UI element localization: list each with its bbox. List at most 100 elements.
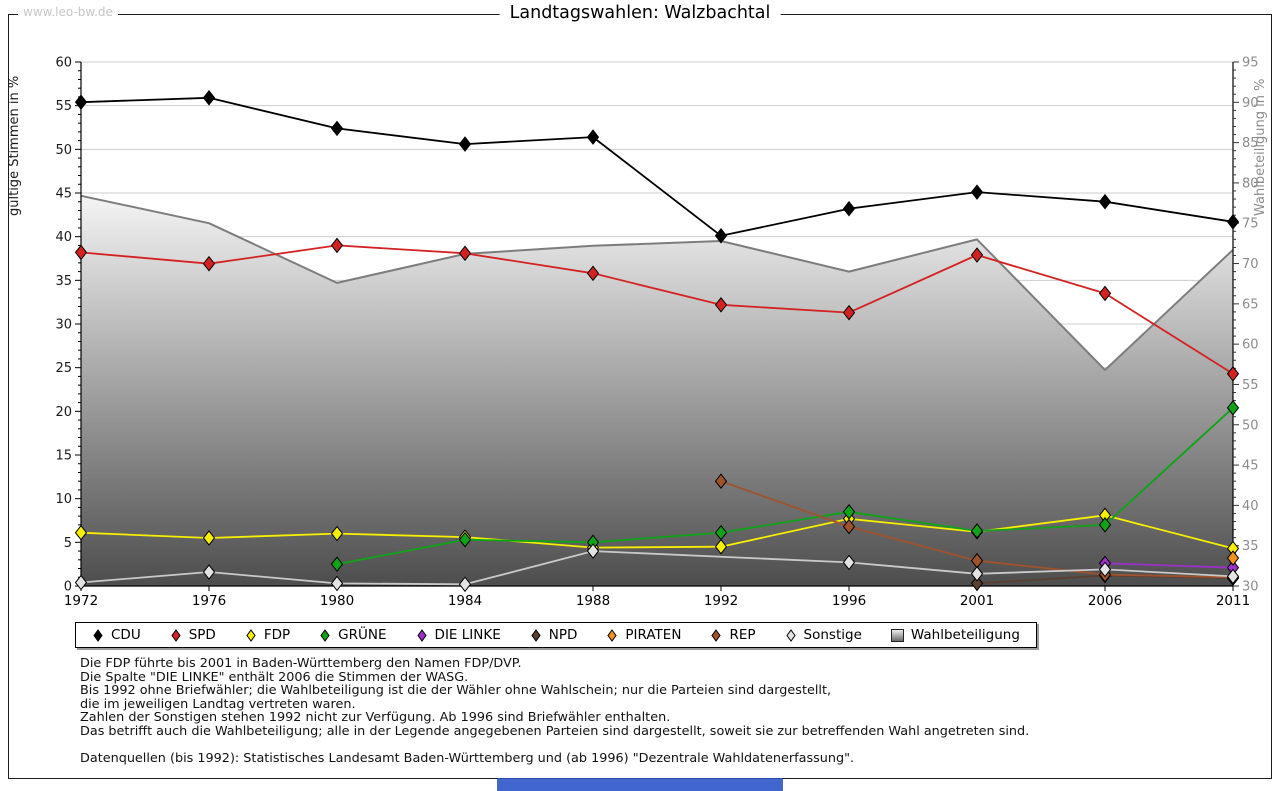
legend-label: CDU [111, 627, 141, 643]
point-SPD-2011 [1226, 365, 1240, 382]
footnote-line: Datenquellen (bis 1992): Statistisches L… [80, 750, 855, 766]
svg-text:30: 30 [55, 318, 72, 333]
point-SPD-1992 [714, 296, 728, 313]
svg-text:45: 45 [1242, 459, 1259, 474]
svg-text:85: 85 [1242, 136, 1259, 151]
footnote-line: Zahlen der Sonstigen stehen 1992 nicht z… [80, 710, 671, 725]
point-GRÜNE-1984 [458, 531, 472, 548]
point-SPD-1980 [330, 237, 344, 254]
svg-text:50: 50 [55, 143, 72, 158]
legend-item-sonstige: Sonstige [785, 627, 862, 643]
series-GRÜNE [330, 400, 1240, 572]
axes: 0 5 10 15 20 25 30 35 40 45 50 55 60 30 35 40 45 50 55 60 65… [55, 56, 1258, 610]
svg-text:95: 95 [1242, 56, 1259, 71]
legend-item-die-linke: DIE LINKE [416, 627, 501, 643]
year-label: 2006 [1088, 593, 1122, 609]
svg-text:35: 35 [55, 274, 72, 289]
legend-label: PIRATEN [625, 627, 682, 643]
year-label: 2011 [1216, 593, 1250, 609]
point-GRÜNE-1996 [842, 503, 856, 520]
legend-square-icon [890, 628, 904, 642]
footnote-line [80, 738, 1200, 752]
footnote-line: Das betrifft auch die Wahlbeteiligung; a… [80, 723, 1030, 739]
svg-text:0: 0 [64, 580, 72, 595]
point-CDU-2006 [1098, 193, 1112, 210]
svg-text:50: 50 [1242, 418, 1259, 433]
legend-label: Sonstige [803, 627, 862, 643]
point-CDU-1972 [74, 94, 88, 110]
point-GRÜNE-1992 [714, 524, 728, 541]
svg-text:70: 70 [1242, 257, 1259, 272]
svg-text:45: 45 [55, 187, 72, 202]
legend-label: Wahlbeteiligung [910, 627, 1020, 643]
point-Sonstige-1976 [202, 564, 216, 580]
legend-diamond-icon [531, 628, 541, 642]
legend-item-spd: SPD [170, 627, 216, 643]
svg-text:75: 75 [1242, 217, 1259, 232]
svg-text:60: 60 [1242, 338, 1259, 353]
chart-legend: CDU SPD FDP GRÜNE DIE LINKE NPD PIRATEN REP Sons… [75, 622, 1037, 648]
svg-text:40: 40 [1242, 499, 1259, 514]
legend-diamond-icon [93, 628, 103, 642]
point-Sonstige-2001 [970, 565, 984, 582]
point-CDU-1992 [714, 227, 728, 244]
legend-label: REP [729, 627, 756, 643]
svg-text:80: 80 [1242, 176, 1259, 191]
year-label: 1972 [64, 593, 98, 609]
point-FDP-1992 [714, 538, 728, 555]
series-CDU [74, 89, 1240, 244]
point-GRÜNE-2011 [1226, 400, 1240, 416]
year-label: 1980 [320, 593, 354, 609]
legend-item-wahlbeteiligung: Wahlbeteiligung [890, 627, 1020, 643]
right-axis-title: Wahlbeteiligung in % [1253, 78, 1268, 216]
svg-text:5: 5 [64, 536, 72, 551]
legend-diamond-icon [607, 628, 618, 642]
svg-text:60: 60 [55, 56, 72, 71]
point-FDP-1980 [330, 525, 344, 542]
point-SPD-1988 [586, 265, 600, 282]
legend-item-fdp: FDP [245, 627, 290, 643]
point-Sonstige-2011 [1226, 568, 1240, 585]
legend-label: NPD [548, 627, 578, 643]
point-CDU-2001 [970, 184, 984, 200]
point-PIRATEN-2011 [1226, 550, 1240, 566]
footnote-line: die im jeweiligen Landtag vertreten ware… [80, 696, 356, 712]
point-Sonstige-1984 [458, 576, 472, 593]
legend-diamond-icon [711, 628, 722, 642]
year-label: 2001 [960, 593, 994, 609]
point-CDU-1996 [842, 200, 856, 217]
year-label: 1976 [192, 593, 226, 609]
point-Sonstige-2006 [1098, 561, 1112, 578]
legend-label: SPD [188, 627, 216, 643]
legend-item-npd: NPD [530, 627, 578, 643]
svg-text:25: 25 [55, 361, 72, 376]
svg-text:10: 10 [55, 492, 72, 507]
turnout-area [81, 195, 1233, 587]
point-CDU-1980 [330, 120, 344, 137]
legend-item-cdu: CDU [92, 627, 141, 643]
point-REP-1992 [714, 473, 728, 490]
legend-item-piraten: PIRATEN [606, 627, 681, 643]
watermark: www.leo-bw.de [18, 5, 118, 19]
point-CDU-1988 [586, 129, 600, 145]
series-Sonstige [74, 543, 1240, 593]
bottom-blue-bar [497, 778, 783, 791]
point-REP-1996 [842, 518, 856, 535]
point-Sonstige-1980 [330, 575, 344, 592]
svg-text:20: 20 [55, 405, 72, 420]
series-PIRATEN [1226, 550, 1240, 566]
turnout-outline [80, 194, 1234, 371]
year-label: 1984 [448, 593, 482, 609]
point-SPD-2006 [1098, 285, 1112, 302]
chart-title: Landtagswahlen: Walzbachtal [499, 3, 781, 23]
point-GRÜNE-2001 [970, 523, 984, 539]
footnote-line: Bis 1992 ohne Briefwähler; die Wahlbetei… [80, 683, 832, 698]
year-label: 1992 [704, 593, 738, 609]
svg-text:55: 55 [1242, 378, 1259, 393]
footnote-line: Die FDP führte bis 2001 in Baden-Württem… [80, 656, 522, 671]
point-SPD-1972 [74, 244, 88, 261]
left-axis-title: gültige Stimmen in % [7, 75, 22, 216]
point-GRÜNE-1980 [330, 556, 344, 572]
point-NPD-2001 [970, 575, 984, 592]
